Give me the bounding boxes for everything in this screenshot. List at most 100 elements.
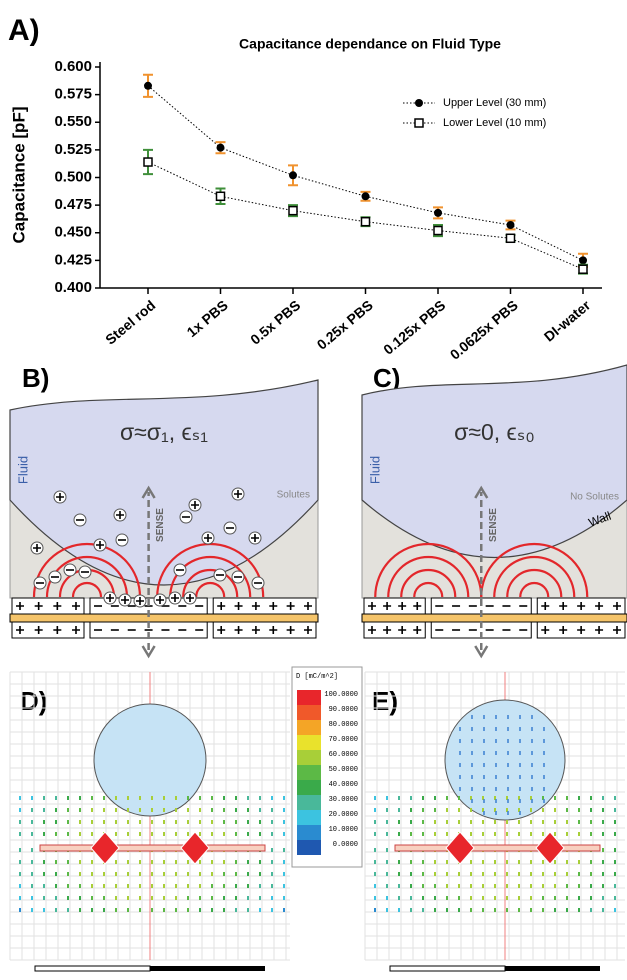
colorbar-label: 60.0000 <box>329 751 358 759</box>
y-tick-label: 0.425 <box>54 251 92 268</box>
colorbar-label: 40.0000 <box>329 781 358 789</box>
field-line <box>374 542 483 598</box>
point <box>433 225 443 236</box>
field-line <box>400 568 457 598</box>
x-tick-label: 0.5x PBS <box>247 297 303 348</box>
fluid-cylinder <box>444 699 566 821</box>
plus-sign <box>72 602 80 610</box>
plus-sign <box>217 602 226 610</box>
plus-sign <box>595 602 604 610</box>
plus-sign <box>595 626 604 634</box>
point <box>144 81 152 90</box>
plus-sign <box>217 626 226 634</box>
point <box>505 233 516 244</box>
x-tick-label: 1x PBS <box>184 297 231 340</box>
substrate <box>9 613 319 623</box>
plus-sign <box>204 534 212 542</box>
plus-sign <box>72 626 80 634</box>
plus-sign <box>398 602 407 610</box>
field-hotspot <box>90 831 120 865</box>
plus-sign <box>304 626 312 634</box>
legend-label: Lower Level (10 mm) <box>443 117 546 129</box>
y-tick-label: 0.600 <box>54 58 92 75</box>
panel-label: E) <box>372 686 398 716</box>
panel-label: C) <box>373 363 400 393</box>
point <box>288 205 298 216</box>
field-line <box>506 568 563 598</box>
plus-sign <box>269 626 278 634</box>
plus-sign <box>116 511 124 519</box>
colorbar-label: 100.0000 <box>324 691 358 699</box>
chart-title: Capacitance dependance on Fluid Type <box>239 36 501 52</box>
scale-white <box>34 965 151 972</box>
plus-sign <box>156 596 164 604</box>
point <box>215 191 226 202</box>
field-hotspot <box>535 831 565 865</box>
field-line <box>182 568 239 598</box>
sense-label: SENSE <box>488 508 499 542</box>
formula: σ≈σ₁, ϵₛ₁ <box>120 419 208 445</box>
formula: σ≈0, ϵₛ₀ <box>454 419 535 445</box>
colorbar-label: 20.0000 <box>329 811 358 819</box>
fluid-label: Fluid <box>15 456 30 484</box>
field-line <box>493 555 576 598</box>
colorbar-cell <box>297 750 321 765</box>
plus-sign <box>106 594 114 602</box>
scale-black <box>505 966 600 971</box>
plus-sign <box>613 602 621 610</box>
colorbar-cell <box>297 765 321 780</box>
colorbar-cell <box>297 735 321 750</box>
point <box>579 256 587 265</box>
colorbar-cell <box>297 840 321 855</box>
cell-panel: σ≈σ₁, ϵₛ₁ Fluid Solutes SENSE <box>9 379 319 659</box>
plus-sign <box>16 626 24 634</box>
plus-sign <box>33 544 41 552</box>
substrate <box>361 613 627 623</box>
plus-sign <box>577 626 586 634</box>
plus-sign <box>191 501 199 509</box>
colorbar-cell <box>297 795 321 810</box>
series-line <box>147 161 584 270</box>
plus-sign <box>368 626 376 634</box>
legend-label: Upper Level (30 mm) <box>443 97 546 109</box>
plus-sign <box>383 626 392 634</box>
plus-sign <box>56 493 64 501</box>
point <box>434 208 442 217</box>
plus-sign <box>96 541 104 549</box>
colorbar-label: 30.0000 <box>329 796 358 804</box>
plus-sign <box>559 602 568 610</box>
legend-marker <box>414 118 424 128</box>
colorbar-label: 80.0000 <box>329 721 358 729</box>
x-tick-label: 0.25x PBS <box>314 297 376 353</box>
solutes-label: Solutes <box>277 490 310 501</box>
plus-sign <box>251 534 259 542</box>
field-hotspot <box>180 831 210 865</box>
colorbar-label: 10.0000 <box>329 826 358 834</box>
electrode-bar <box>394 844 601 852</box>
colorbar-label: 50.0000 <box>329 766 358 774</box>
plus-sign <box>121 596 129 604</box>
y-tick-label: 0.575 <box>54 86 92 103</box>
arrow-head <box>141 485 156 659</box>
colorbar-label: 0.0000 <box>333 841 358 849</box>
x-tick-label: 0.125x PBS <box>380 297 448 358</box>
plus-sign <box>368 602 376 610</box>
simulation-panel <box>9 671 290 972</box>
plus-sign <box>304 602 312 610</box>
plus-sign <box>34 626 43 634</box>
arrow-head <box>474 485 489 659</box>
panel-label: A) <box>8 14 40 47</box>
plus-sign <box>286 602 295 610</box>
plus-sign <box>577 602 586 610</box>
sense-label: SENSE <box>155 508 166 542</box>
field-line <box>480 542 589 598</box>
plus-sign <box>234 626 243 634</box>
fluid-label: Fluid <box>367 456 382 484</box>
plus-sign <box>413 626 422 634</box>
point <box>578 264 588 274</box>
point <box>143 157 153 167</box>
colorbar-cell <box>297 780 321 795</box>
plus-sign <box>171 594 179 602</box>
plus-sign <box>234 490 242 498</box>
